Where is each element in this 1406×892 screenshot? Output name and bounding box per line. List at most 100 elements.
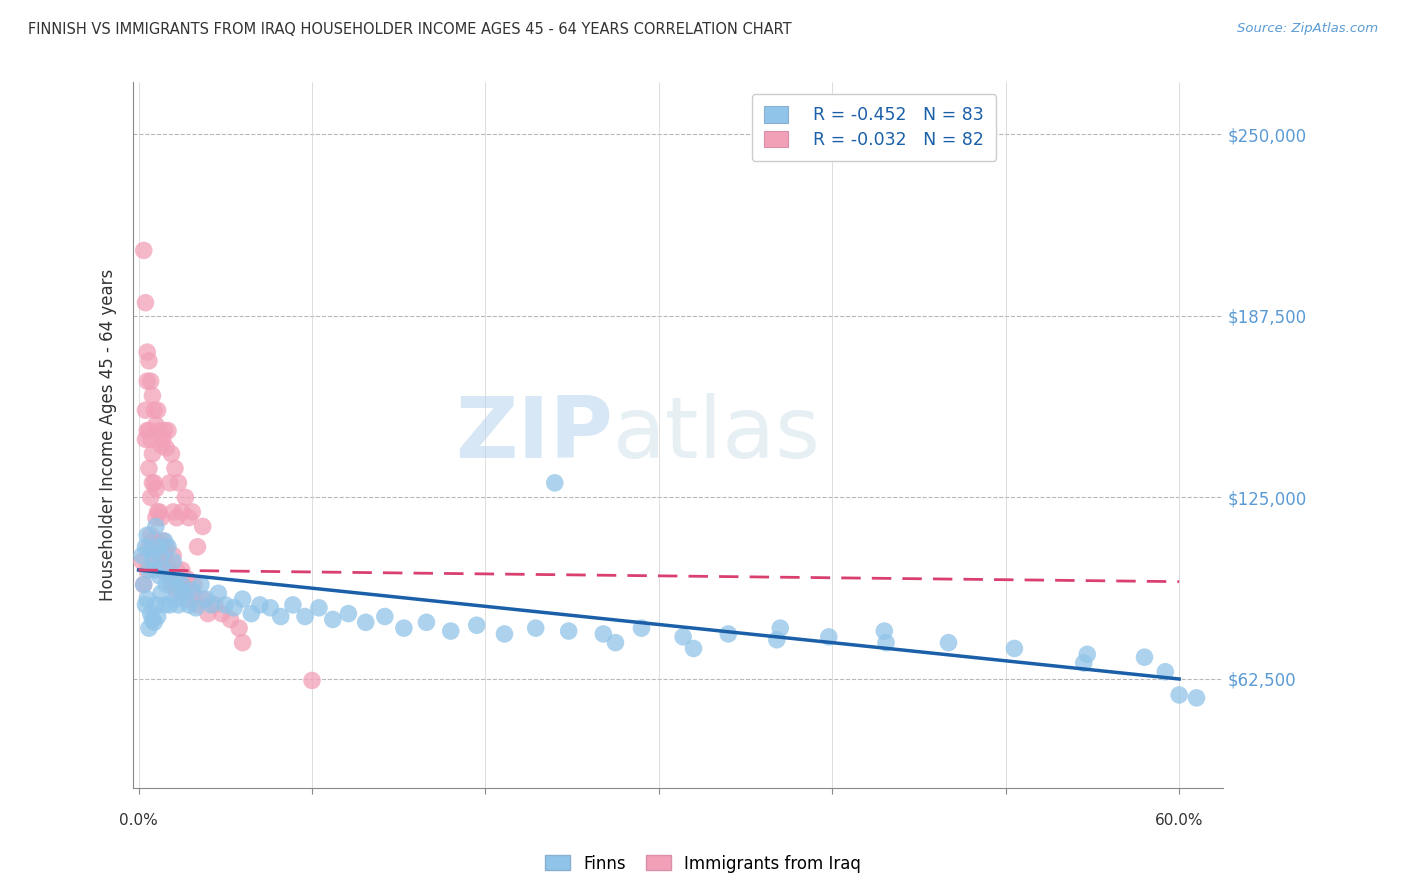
Point (207, 586, 229, 600)
Point (155, 577, 177, 591)
Point (524, 621, 547, 635)
Point (148, 424, 170, 438)
Point (155, 554, 177, 568)
Point (131, 554, 153, 568)
Point (155, 441, 177, 455)
Point (162, 549, 184, 563)
Point (167, 598, 190, 612)
Point (281, 598, 304, 612)
Text: 60.0%: 60.0% (1154, 813, 1204, 828)
Point (148, 505, 170, 519)
Point (141, 475, 163, 490)
Point (769, 621, 792, 635)
Point (152, 563, 174, 577)
Point (134, 403, 156, 417)
Point (152, 432, 174, 446)
Point (494, 627, 516, 641)
Point (337, 607, 360, 621)
Point (150, 586, 173, 600)
Point (301, 673, 323, 688)
Y-axis label: Householder Income Ages 45 - 64 years: Householder Income Ages 45 - 64 years (100, 268, 117, 601)
Point (465, 618, 488, 632)
Point (184, 600, 207, 615)
Point (162, 505, 184, 519)
Point (415, 615, 437, 630)
Point (163, 592, 186, 607)
Point (138, 563, 160, 577)
Point (197, 607, 219, 621)
Point (174, 491, 197, 505)
Point (136, 374, 159, 388)
Point (605, 635, 627, 649)
Point (170, 577, 193, 591)
Point (1073, 656, 1095, 670)
Point (132, 577, 155, 591)
Point (132, 577, 155, 591)
Point (544, 475, 567, 490)
Point (195, 592, 218, 607)
Point (157, 424, 180, 438)
Point (141, 551, 163, 566)
Point (139, 432, 162, 446)
Point (392, 621, 415, 635)
Point (228, 621, 250, 635)
Point (875, 635, 897, 649)
Point (592, 627, 614, 641)
Point (136, 563, 159, 577)
Point (159, 563, 181, 577)
Point (146, 609, 169, 624)
Point (150, 563, 173, 577)
Point (817, 630, 839, 644)
Point (159, 598, 181, 612)
Point (134, 598, 156, 612)
Point (153, 549, 176, 563)
Point (294, 609, 316, 624)
Point (138, 461, 160, 475)
Point (557, 624, 579, 638)
Point (145, 519, 167, 533)
Text: atlas: atlas (613, 393, 821, 476)
Point (308, 600, 330, 615)
Point (141, 612, 163, 626)
Point (150, 510, 173, 524)
Point (145, 510, 167, 524)
Point (148, 540, 170, 554)
Point (146, 533, 169, 548)
Point (145, 482, 167, 496)
Point (134, 540, 156, 554)
Point (167, 475, 190, 490)
Point (148, 569, 170, 583)
Point (141, 389, 163, 403)
Point (190, 577, 212, 591)
Point (1154, 665, 1177, 679)
Point (155, 540, 177, 554)
Point (157, 563, 180, 577)
Point (1002, 641, 1025, 656)
Point (146, 540, 169, 554)
Point (160, 577, 183, 591)
Text: Source: ZipAtlas.com: Source: ZipAtlas.com (1237, 22, 1378, 36)
Point (938, 635, 960, 649)
Point (136, 345, 159, 359)
Point (181, 505, 204, 519)
Point (176, 572, 198, 586)
Point (1185, 690, 1208, 705)
Point (232, 635, 254, 649)
Point (152, 533, 174, 548)
Point (152, 549, 174, 563)
Point (219, 612, 242, 626)
Point (322, 612, 344, 626)
Point (1133, 650, 1156, 665)
Point (143, 615, 166, 630)
Point (138, 540, 160, 554)
Point (222, 600, 245, 615)
Point (166, 563, 188, 577)
Point (136, 424, 159, 438)
Point (166, 510, 188, 524)
Point (138, 424, 160, 438)
Point (153, 424, 176, 438)
Point (143, 549, 166, 563)
Text: ZIP: ZIP (454, 393, 613, 476)
Point (160, 447, 183, 461)
Point (186, 598, 208, 612)
